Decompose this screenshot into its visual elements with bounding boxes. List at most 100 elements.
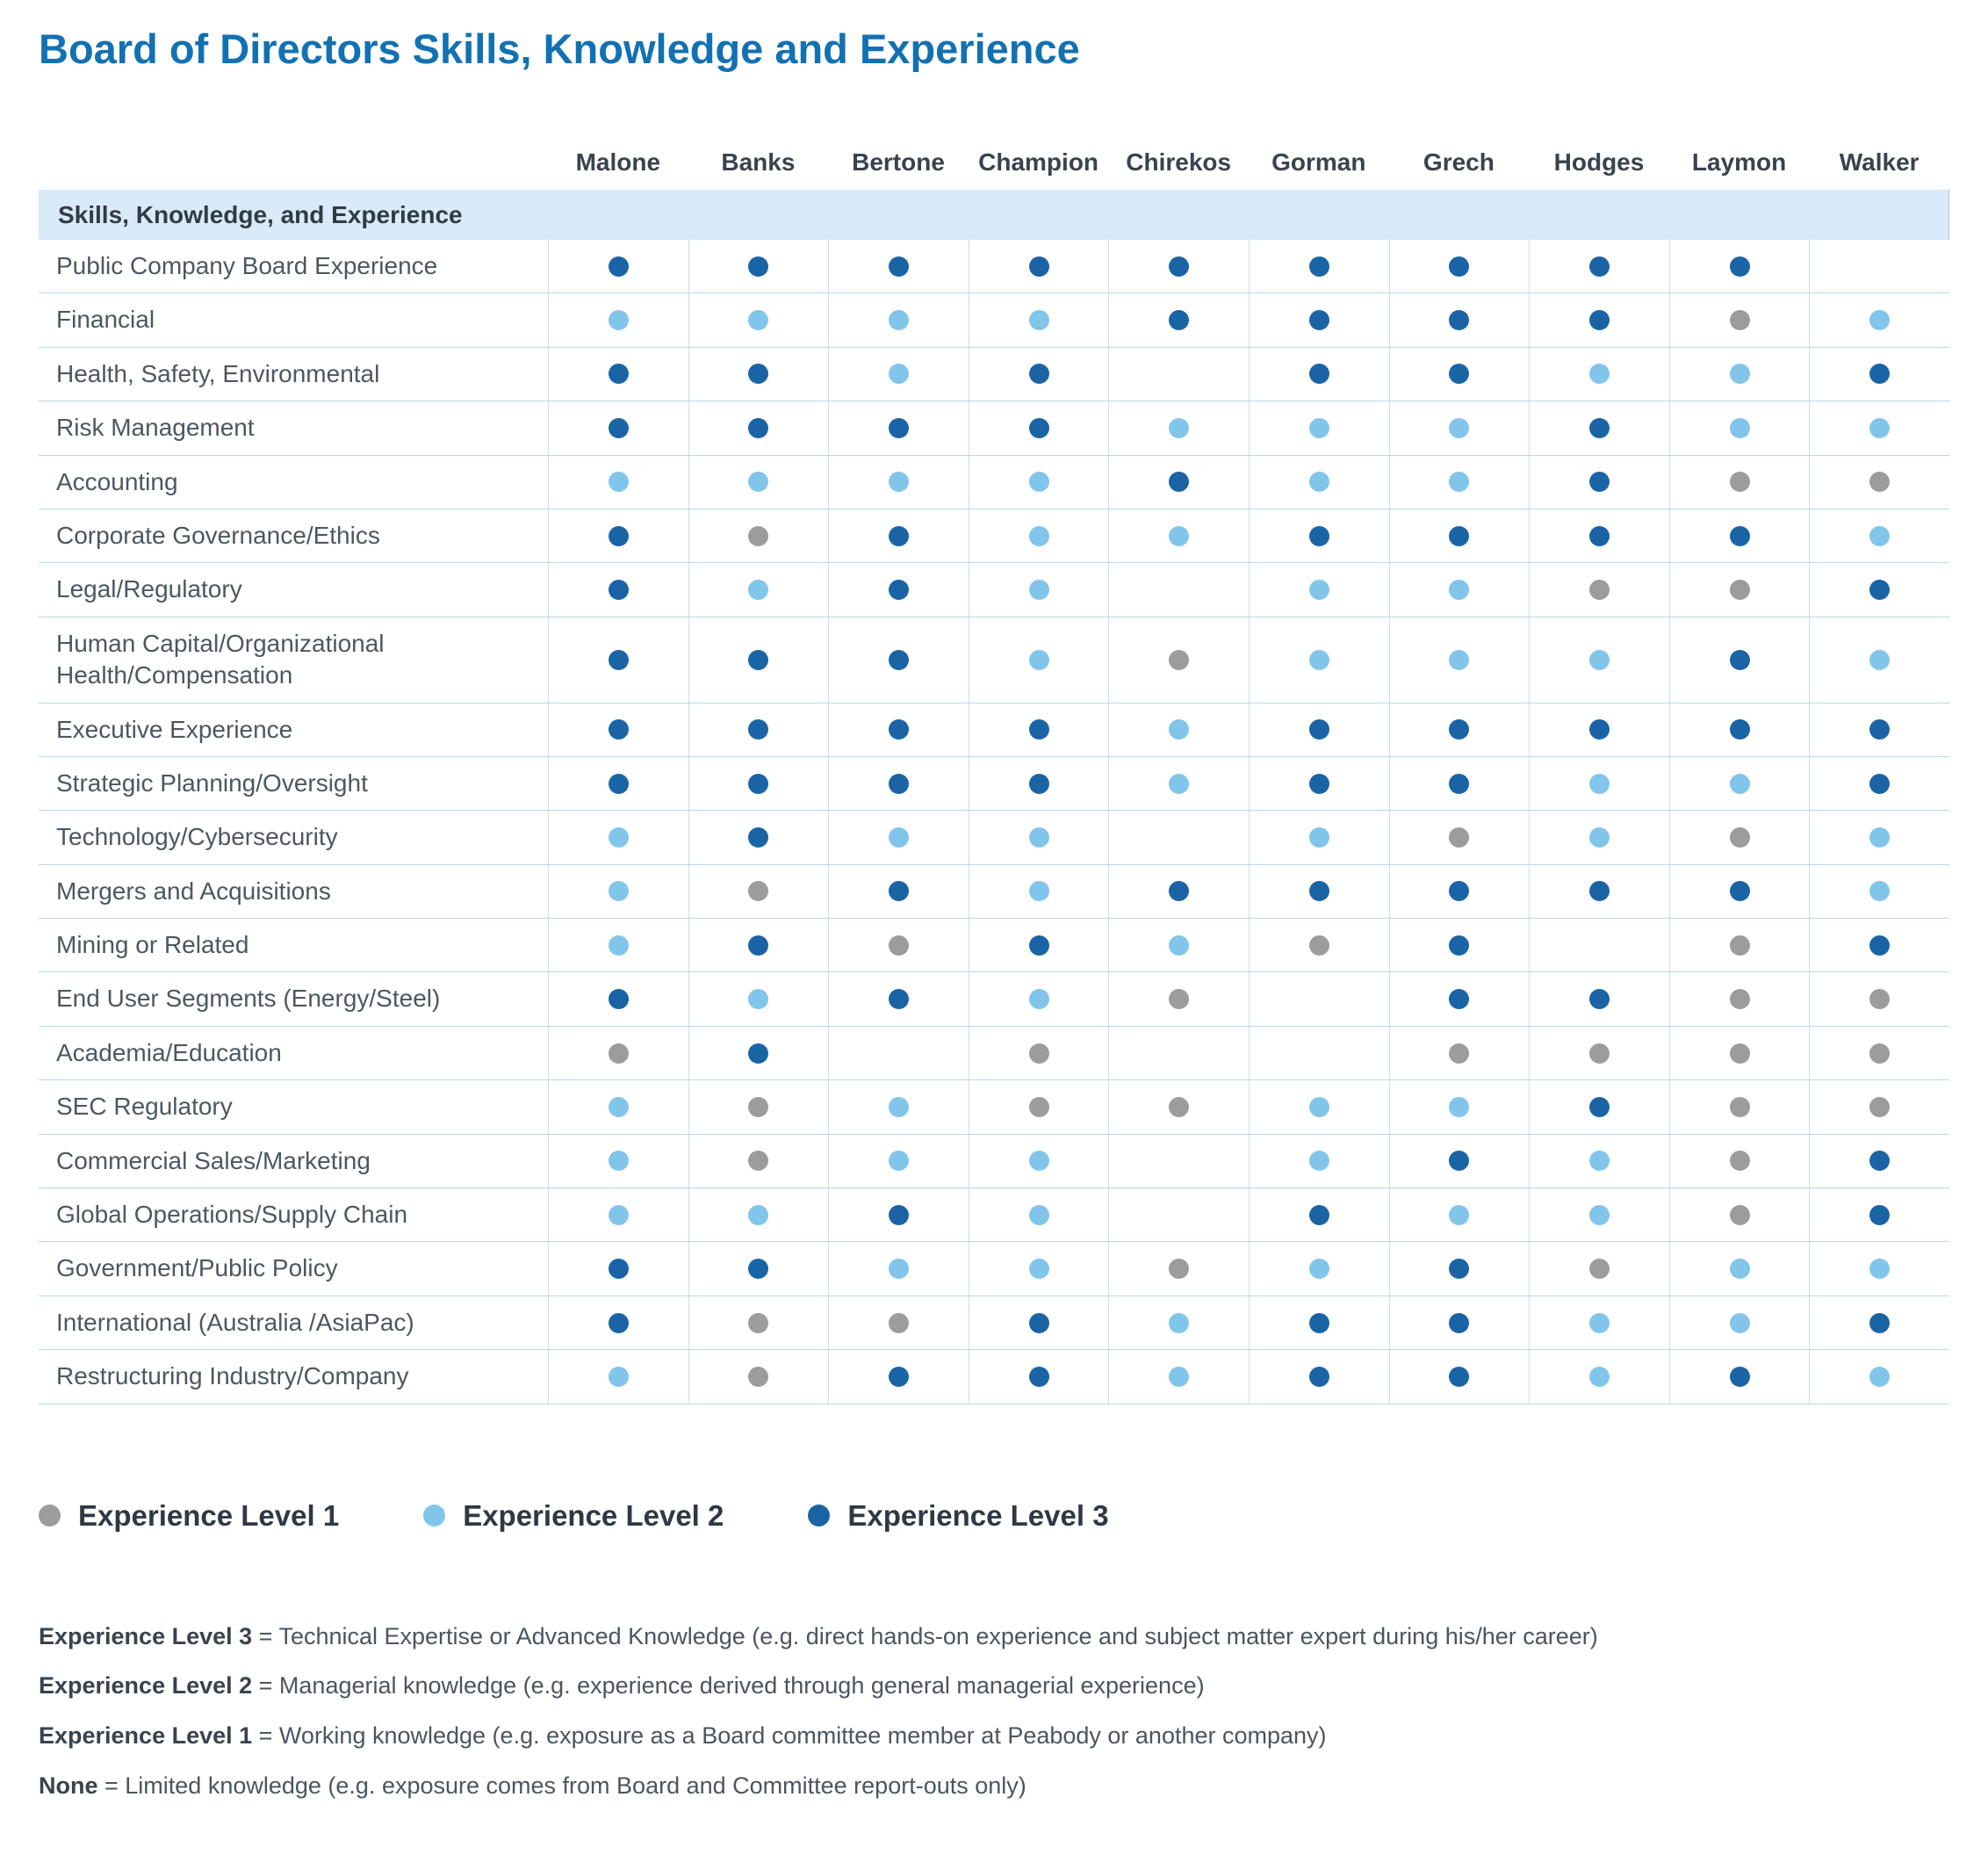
experience-cell <box>1108 293 1249 347</box>
experience-dot-level-2 <box>1028 580 1049 601</box>
experience-dot-level-1 <box>1729 1043 1750 1064</box>
experience-dot-level-3 <box>748 826 769 848</box>
footnote: Experience Level 3 = Technical Expertise… <box>39 1622 1949 1652</box>
experience-cell <box>1108 972 1249 1026</box>
experience-cell <box>1108 919 1249 972</box>
experience-cell <box>1388 617 1530 703</box>
experience-dot-level-3 <box>608 989 629 1010</box>
experience-cell <box>1249 401 1389 455</box>
experience-dot-level-1 <box>748 1151 769 1172</box>
experience-dot-level-3 <box>748 719 769 740</box>
experience-dot-level-3 <box>748 935 769 956</box>
experience-dot-level-1 <box>748 1366 769 1387</box>
experience-cell <box>828 972 969 1026</box>
experience-cell <box>1249 811 1389 864</box>
experience-dot-level-3 <box>888 580 909 601</box>
experience-cell <box>1108 509 1249 563</box>
experience-cell <box>1529 455 1669 509</box>
experience-cell <box>1809 1350 1949 1404</box>
experience-cell <box>688 563 829 617</box>
table-row: Executive Experience <box>39 703 1949 757</box>
experience-cell <box>1108 1350 1249 1404</box>
experience-dot-level-3 <box>1308 310 1329 331</box>
experience-dot-level-2 <box>888 364 909 385</box>
experience-cell <box>968 1188 1109 1242</box>
experience-cell <box>968 401 1109 455</box>
experience-dot-level-2 <box>748 580 769 601</box>
skill-label: End User Segments (Energy/Steel) <box>56 985 441 1013</box>
table-row: Restructuring Industry/Company <box>39 1350 1949 1404</box>
experience-cell <box>1529 509 1669 563</box>
experience-dot-level-2 <box>1869 649 1891 670</box>
experience-cell <box>1668 401 1810 455</box>
table-row: Mergers and Acquisitions <box>39 864 1949 920</box>
experience-dot-level-3 <box>1729 719 1750 740</box>
experience-dot-level-2 <box>608 1204 629 1225</box>
experience-cell <box>1668 293 1810 347</box>
experience-dot-level-3 <box>1729 649 1750 670</box>
experience-cell <box>1249 1134 1389 1188</box>
experience-cell <box>548 756 688 811</box>
experience-cell <box>1809 919 1949 972</box>
experience-dot-level-3 <box>888 989 909 1010</box>
experience-dot-level-3 <box>1169 256 1190 277</box>
experience-cell <box>1529 1242 1669 1295</box>
experience-dot-level-2 <box>1729 417 1750 438</box>
experience-dot-level-3 <box>1028 1312 1049 1333</box>
experience-cell <box>1529 1295 1669 1350</box>
table-row: Accounting <box>39 455 1949 509</box>
experience-cell <box>828 1242 969 1295</box>
footnote: None = Limited knowledge (e.g. exposure … <box>39 1772 1949 1801</box>
experience-cell <box>1388 455 1530 509</box>
experience-dot-level-2 <box>1449 472 1470 493</box>
experience-dot-level-2 <box>608 310 629 331</box>
experience-dot-level-3 <box>1449 989 1470 1010</box>
experience-cell <box>1809 1080 1949 1134</box>
experience-cell <box>1809 1295 1949 1350</box>
experience-cell <box>1388 864 1530 919</box>
experience-cell <box>1249 563 1389 617</box>
experience-cell <box>1668 1242 1810 1295</box>
experience-cell <box>548 1026 688 1080</box>
experience-cell <box>1668 1350 1810 1404</box>
experience-cell <box>1809 1134 1949 1188</box>
skill-label: Executive Experience <box>56 715 293 743</box>
experience-cell <box>1249 1350 1389 1404</box>
experience-dot-level-3 <box>748 1043 769 1064</box>
experience-cell <box>1668 864 1810 919</box>
experience-cell <box>688 1026 829 1080</box>
experience-dot-level-3 <box>1869 580 1891 601</box>
experience-dot-level-3 <box>1729 525 1750 546</box>
experience-cell <box>968 919 1109 972</box>
experience-cell <box>1809 972 1949 1026</box>
footnotes: Experience Level 3 = Technical Expertise… <box>39 1622 1949 1801</box>
experience-dot-level-2 <box>1169 1366 1190 1387</box>
experience-dot-level-3 <box>1588 719 1610 740</box>
experience-cell <box>1668 347 1810 401</box>
experience-dot-level-2 <box>1588 649 1610 670</box>
experience-dot-level-1 <box>1449 826 1470 848</box>
experience-dot-level-2 <box>748 310 769 331</box>
table-row: Risk Management <box>39 401 1949 456</box>
table-row: Legal/Regulatory <box>39 563 1949 617</box>
experience-cell <box>1108 811 1249 864</box>
experience-dot-level-2 <box>1588 1151 1610 1172</box>
experience-cell <box>1529 919 1669 972</box>
experience-cell <box>1668 1188 1810 1242</box>
experience-cell <box>1108 1080 1249 1134</box>
experience-dot-level-3 <box>1169 881 1190 902</box>
experience-dot-level-3 <box>1308 773 1329 794</box>
experience-dot-level-2 <box>608 472 629 493</box>
experience-cell <box>1529 1026 1669 1080</box>
experience-dot-level-2 <box>1169 1312 1190 1333</box>
experience-cell <box>828 703 969 756</box>
experience-cell <box>1529 401 1669 455</box>
experience-dot-level-3 <box>1169 310 1190 331</box>
experience-cell <box>548 972 688 1026</box>
experience-cell <box>688 293 829 347</box>
experience-dot-level-2 <box>1308 649 1329 670</box>
experience-cell <box>968 563 1109 617</box>
experience-cell <box>828 1134 969 1188</box>
director-column-header: Walker <box>1839 148 1920 176</box>
experience-dot-level-1 <box>1169 1096 1190 1117</box>
